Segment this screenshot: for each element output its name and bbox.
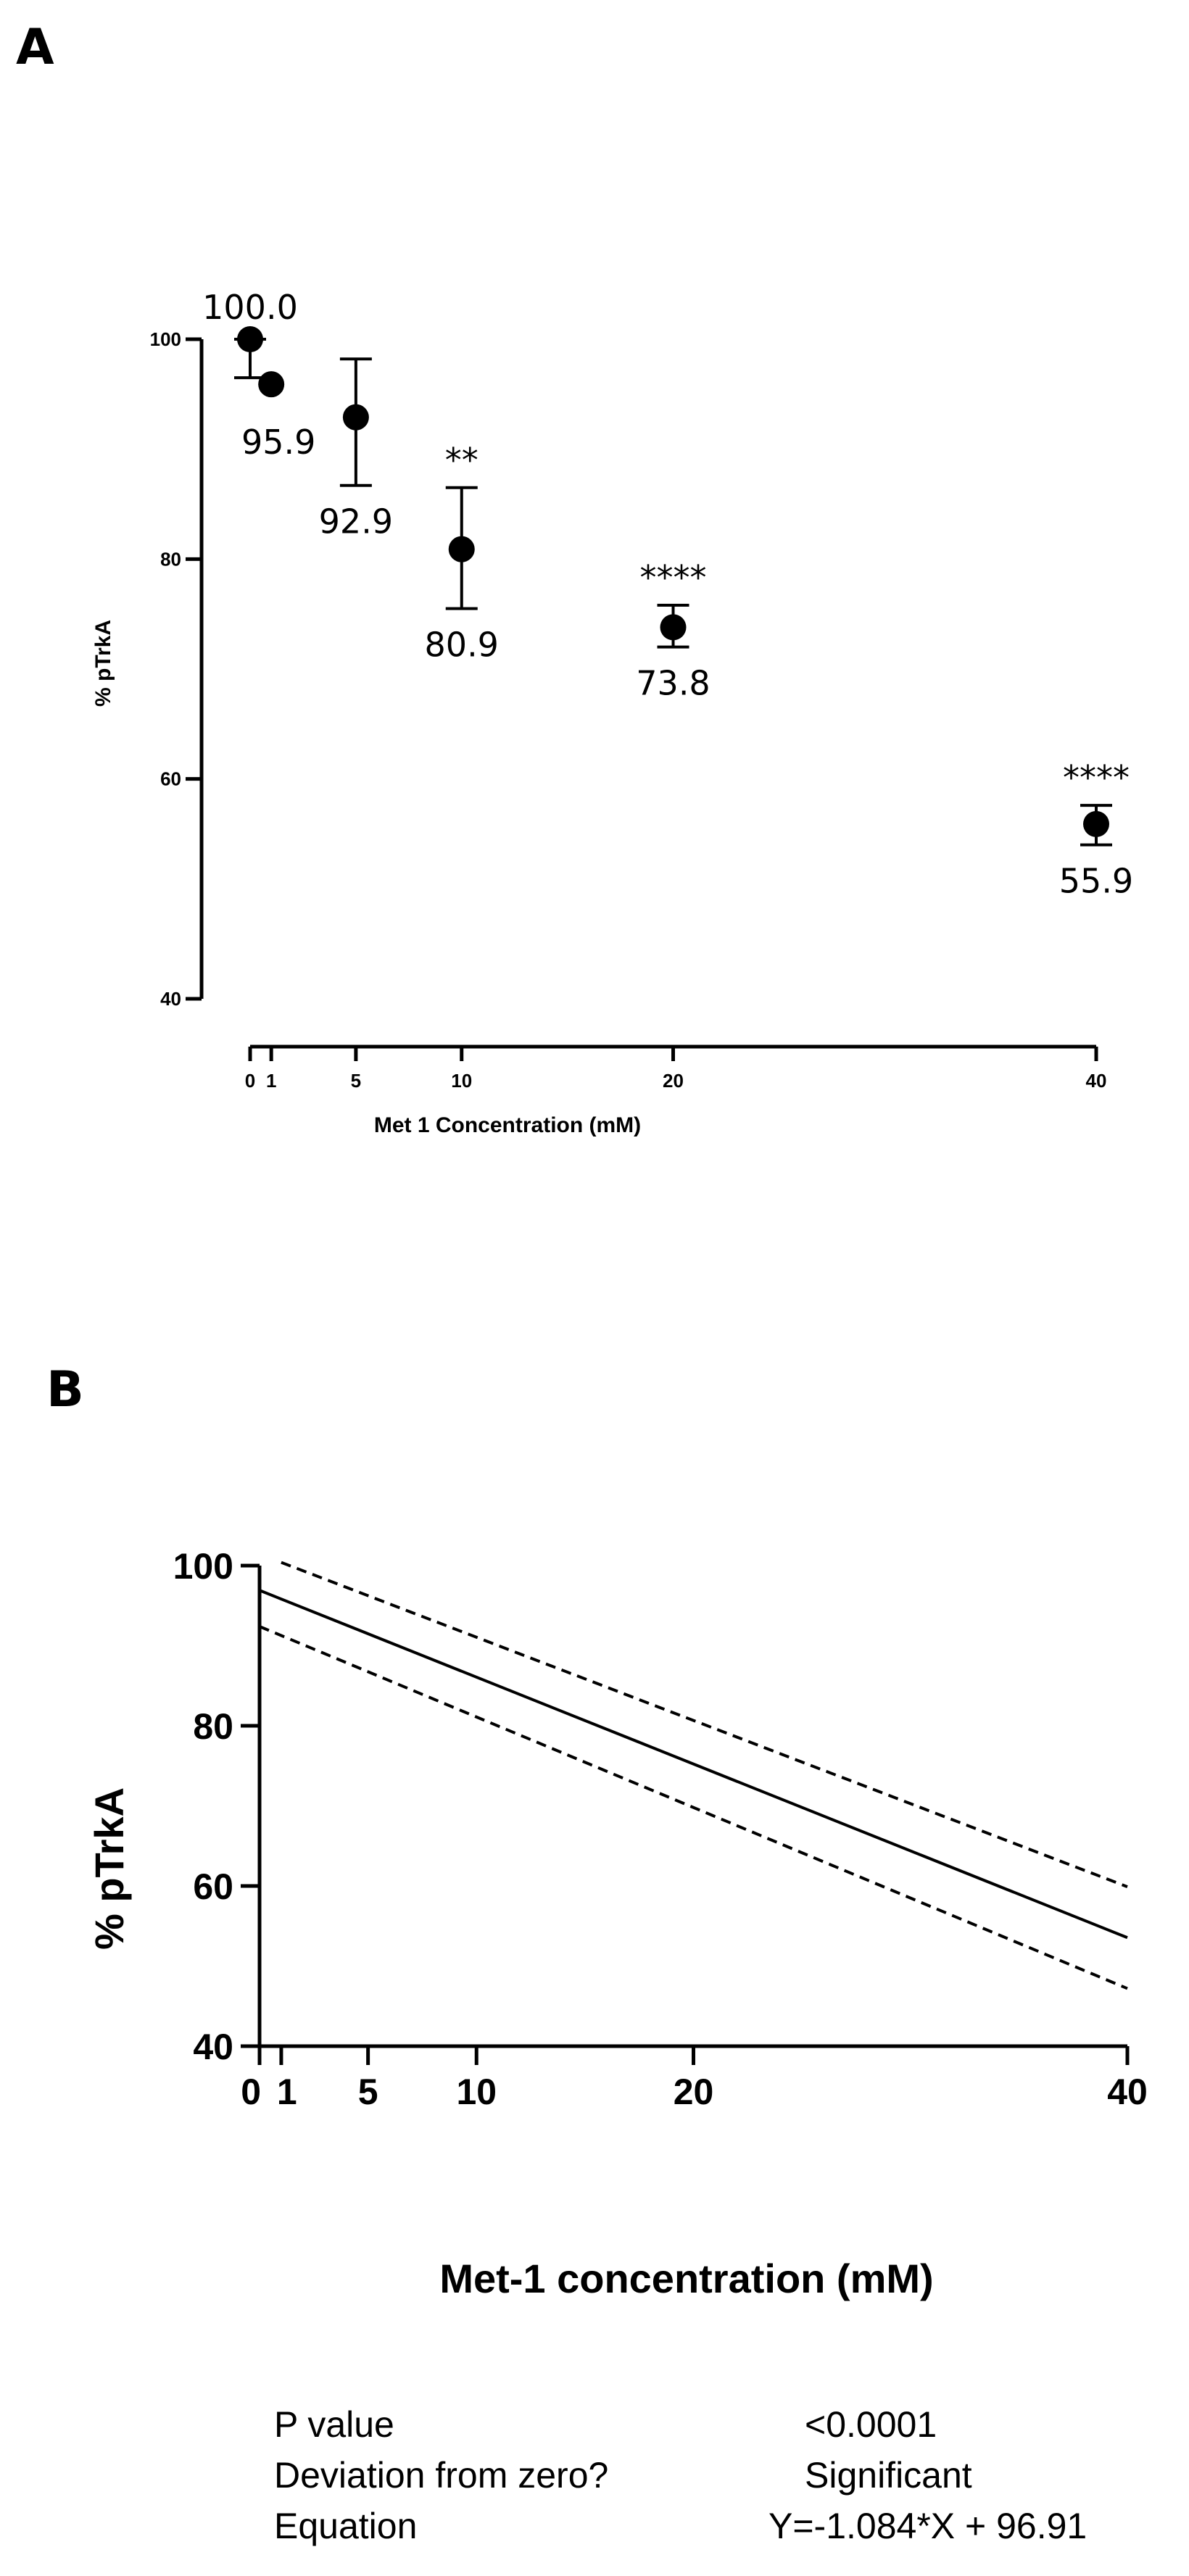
b-x-tick-label: 5 <box>358 2072 378 2112</box>
stats-p-value-label: P value <box>274 2404 394 2445</box>
b-y-tick-label: 80 <box>193 1706 233 1747</box>
panel-b-x-axis-label: Met-1 concentration (mM) <box>439 2256 933 2301</box>
a-significance-mark: **** <box>640 558 707 597</box>
a-x-tick-label: 40 <box>1086 1070 1107 1092</box>
a-point-label: 92.9 <box>319 502 393 541</box>
a-x-tick-label: 5 <box>351 1070 361 1092</box>
a-point-label: 80.9 <box>425 626 499 665</box>
a-y-tick-label: 80 <box>160 548 181 570</box>
stats-deviation-value: Significant <box>805 2455 972 2496</box>
a-point-label: 73.8 <box>636 664 710 703</box>
panel-a-axes: 40 60 80 100 0 1 5 10 20 40 <box>150 328 1107 1092</box>
panel-b-letter: B <box>46 1361 84 1418</box>
panel-a-x-axis-label: Met 1 Concentration (mM) <box>374 1113 641 1137</box>
a-significance-mark: **** <box>1063 758 1130 797</box>
a-point-label: 95.9 <box>241 423 315 462</box>
panel-b-y-axis-label: % pTrkA <box>86 1787 132 1950</box>
a-y-tick-label: 40 <box>160 988 181 1010</box>
stats-equation-label: Equation <box>274 2506 417 2546</box>
panel-a-significance-marks: ********** <box>445 441 1130 797</box>
a-y-tick-label: 60 <box>160 768 181 790</box>
panel-a-data-points <box>237 326 1109 837</box>
b-y-tick-label: 60 <box>193 1866 233 1907</box>
a-data-point <box>1083 810 1109 837</box>
a-data-point <box>237 326 263 352</box>
a-point-label: 55.9 <box>1059 862 1133 901</box>
b-x-tick-label: 40 <box>1107 2072 1148 2112</box>
b-lower-ci-line <box>259 1625 1128 1990</box>
panel-a-letter: A <box>16 19 54 76</box>
a-significance-mark: ** <box>445 441 478 480</box>
panel-a-point-labels: 100.0 95.9 92.9 80.9 73.8 55.9 <box>202 288 1133 901</box>
b-upper-ci-line <box>281 1561 1128 1888</box>
b-x-tick-label: 1 <box>277 2072 297 2112</box>
stats-p-value: <0.0001 <box>805 2404 937 2445</box>
panel-b-stats-table: P value <0.0001 Deviation from zero? Sig… <box>274 2404 1087 2546</box>
panel-a: A 40 60 80 100 0 1 5 10 20 40 100.0 95.9 92.9 80.9 73… <box>16 19 1133 1137</box>
panel-b: B 40 60 80 100 0 1 5 10 20 40 Met-1 concentration… <box>46 1361 1148 2546</box>
a-data-point <box>258 371 285 398</box>
a-x-tick-label: 0 <box>245 1070 255 1092</box>
panel-b-axes: 40 60 80 100 0 1 5 10 20 40 <box>173 1546 1148 2112</box>
a-x-tick-label: 10 <box>451 1070 472 1092</box>
a-point-label: 100.0 <box>202 288 298 327</box>
a-data-point <box>342 404 369 431</box>
a-data-point <box>660 614 687 641</box>
b-y-tick-label: 40 <box>193 2027 233 2067</box>
a-x-tick-label: 20 <box>663 1070 684 1092</box>
b-x-tick-label: 20 <box>674 2072 714 2112</box>
panel-b-regression-lines <box>259 1561 1128 1990</box>
panel-a-y-axis-label: % pTrkA <box>91 620 115 707</box>
b-x-tick-label: 10 <box>456 2072 497 2112</box>
b-y-tick-label: 100 <box>173 1546 233 1587</box>
stats-deviation-label: Deviation from zero? <box>274 2455 608 2496</box>
b-x-tick-label: 0 <box>241 2072 261 2112</box>
stats-equation-value: Y=-1.084*X + 96.91 <box>768 2506 1087 2546</box>
a-y-tick-label: 100 <box>150 328 181 350</box>
a-x-tick-label: 1 <box>266 1070 276 1092</box>
b-regression-line <box>259 1589 1128 1940</box>
a-data-point <box>448 536 475 562</box>
